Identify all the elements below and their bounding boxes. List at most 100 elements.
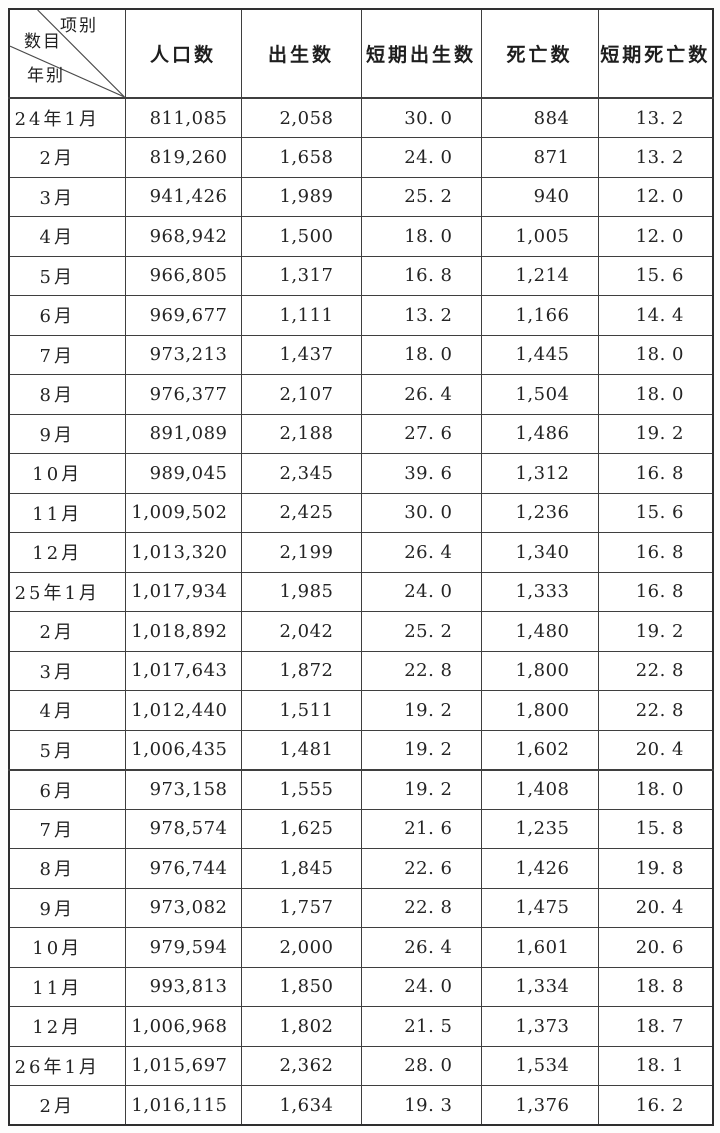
short-term-births-cell: 24. 0 <box>360 571 482 612</box>
births-cell: 1,317 <box>240 255 362 296</box>
table-row: 25年1月 1,017,934 1,985 24. 0 1,333 16. 8 <box>8 571 714 612</box>
short-term-births-cell: 25. 2 <box>360 176 482 217</box>
births-cell: 2,362 <box>240 1045 362 1086</box>
year-month-cell: 4月 <box>8 690 126 731</box>
population-cell: 973,213 <box>124 334 242 375</box>
short-term-deaths-cell: 18. 1 <box>597 1045 714 1086</box>
population-cell: 891,089 <box>124 413 242 454</box>
year-month-cell: 4月 <box>8 216 126 257</box>
population-cell: 989,045 <box>124 453 242 494</box>
table-body: 24年1月 811,085 2,058 30. 0 884 13. 2 2月 8… <box>8 97 714 1126</box>
population-cell: 969,677 <box>124 295 242 336</box>
births-cell: 1,989 <box>240 176 362 217</box>
year-month-cell: 2月 <box>8 1085 126 1126</box>
year-month-cell: 6月 <box>8 768 126 810</box>
deaths-cell: 1,334 <box>480 966 599 1007</box>
births-cell: 1,437 <box>240 334 362 375</box>
short-term-deaths-cell: 15. 8 <box>597 808 714 849</box>
short-term-births-cell: 22. 8 <box>360 650 482 691</box>
deaths-cell: 1,340 <box>480 532 599 573</box>
table-row: 11月 993,813 1,850 24. 0 1,334 18. 8 <box>8 966 714 1007</box>
short-term-deaths-cell: 12. 0 <box>597 176 714 217</box>
short-term-deaths-cell: 19. 2 <box>597 413 714 454</box>
table-row: 12月 1,006,968 1,802 21. 5 1,373 18. 7 <box>8 1006 714 1047</box>
short-term-deaths-cell: 18. 0 <box>597 374 714 415</box>
deaths-cell: 940 <box>480 176 599 217</box>
population-cell: 1,017,934 <box>124 571 242 612</box>
year-month-cell: 26年1月 <box>8 1045 126 1086</box>
births-cell: 1,872 <box>240 650 362 691</box>
births-cell: 2,058 <box>240 97 362 138</box>
short-term-deaths-cell: 20. 4 <box>597 887 714 928</box>
table-row: 4月 1,012,440 1,511 19. 2 1,800 22. 8 <box>8 690 714 731</box>
table-row: 26年1月 1,015,697 2,362 28. 0 1,534 18. 1 <box>8 1045 714 1086</box>
year-month-cell: 6月 <box>8 295 126 336</box>
births-cell: 1,850 <box>240 966 362 1007</box>
deaths-cell: 1,602 <box>480 729 599 770</box>
corner-label-item: 项别 <box>60 16 98 36</box>
short-term-births-cell: 18. 0 <box>360 334 482 375</box>
table-row: 9月 973,082 1,757 22. 8 1,475 20. 4 <box>8 887 714 928</box>
deaths-cell: 1,475 <box>480 887 599 928</box>
births-cell: 1,511 <box>240 690 362 731</box>
year-month-cell: 11月 <box>8 966 126 1007</box>
short-term-births-cell: 28. 0 <box>360 1045 482 1086</box>
births-cell: 2,425 <box>240 492 362 533</box>
table-row: 2月 1,018,892 2,042 25. 2 1,480 19. 2 <box>8 611 714 652</box>
year-month-cell: 24年1月 <box>8 97 126 138</box>
population-cell: 1,015,697 <box>124 1045 242 1086</box>
short-term-deaths-cell: 16. 2 <box>597 1085 714 1126</box>
year-month-cell: 9月 <box>8 413 126 454</box>
table-row: 6月 969,677 1,111 13. 2 1,166 14. 4 <box>8 295 714 336</box>
year-month-cell: 11月 <box>8 492 126 533</box>
year-month-cell: 12月 <box>8 1006 126 1047</box>
short-term-births-cell: 27. 6 <box>360 413 482 454</box>
short-term-deaths-cell: 12. 0 <box>597 216 714 257</box>
year-month-cell: 10月 <box>8 927 126 968</box>
year-month-cell: 7月 <box>8 808 126 849</box>
table-row: 7月 973,213 1,437 18. 0 1,445 18. 0 <box>8 334 714 375</box>
short-term-births-cell: 30. 0 <box>360 97 482 138</box>
births-cell: 1,481 <box>240 729 362 770</box>
year-month-cell: 5月 <box>8 255 126 296</box>
births-cell: 2,107 <box>240 374 362 415</box>
table-row: 9月 891,089 2,188 27. 6 1,486 19. 2 <box>8 413 714 454</box>
year-month-cell: 2月 <box>8 611 126 652</box>
population-cell: 811,085 <box>124 97 242 138</box>
short-term-deaths-cell: 19. 2 <box>597 611 714 652</box>
short-term-births-cell: 24. 0 <box>360 137 482 178</box>
short-term-births-cell: 24. 0 <box>360 966 482 1007</box>
deaths-cell: 1,426 <box>480 848 599 889</box>
deaths-cell: 1,408 <box>480 768 599 810</box>
year-month-cell: 25年1月 <box>8 571 126 612</box>
corner-header-cell: 项别 数目 年别 <box>8 8 126 99</box>
table-row: 5月 1,006,435 1,481 19. 2 1,602 20. 4 <box>8 729 714 770</box>
population-cell: 1,013,320 <box>124 532 242 573</box>
short-term-deaths-cell: 18. 0 <box>597 768 714 810</box>
deaths-cell: 884 <box>480 97 599 138</box>
births-cell: 1,555 <box>240 768 362 810</box>
short-term-births-cell: 19. 2 <box>360 690 482 731</box>
short-term-deaths-cell: 18. 8 <box>597 966 714 1007</box>
population-cell: 941,426 <box>124 176 242 217</box>
short-term-births-cell: 16. 8 <box>360 255 482 296</box>
table-row: 3月 941,426 1,989 25. 2 940 12. 0 <box>8 176 714 217</box>
births-cell: 1,500 <box>240 216 362 257</box>
population-cell: 1,006,968 <box>124 1006 242 1047</box>
births-cell: 2,199 <box>240 532 362 573</box>
deaths-cell: 1,236 <box>480 492 599 533</box>
short-term-births-cell: 25. 2 <box>360 611 482 652</box>
deaths-cell: 1,005 <box>480 216 599 257</box>
population-cell: 968,942 <box>124 216 242 257</box>
year-month-cell: 3月 <box>8 176 126 217</box>
short-term-deaths-cell: 19. 8 <box>597 848 714 889</box>
short-term-births-cell: 22. 6 <box>360 848 482 889</box>
births-cell: 1,111 <box>240 295 362 336</box>
table-row: 2月 1,016,115 1,634 19. 3 1,376 16. 2 <box>8 1085 714 1126</box>
short-term-deaths-cell: 15. 6 <box>597 255 714 296</box>
deaths-cell: 1,235 <box>480 808 599 849</box>
births-cell: 2,000 <box>240 927 362 968</box>
short-term-births-cell: 26. 4 <box>360 532 482 573</box>
year-month-cell: 2月 <box>8 137 126 178</box>
births-cell: 1,757 <box>240 887 362 928</box>
